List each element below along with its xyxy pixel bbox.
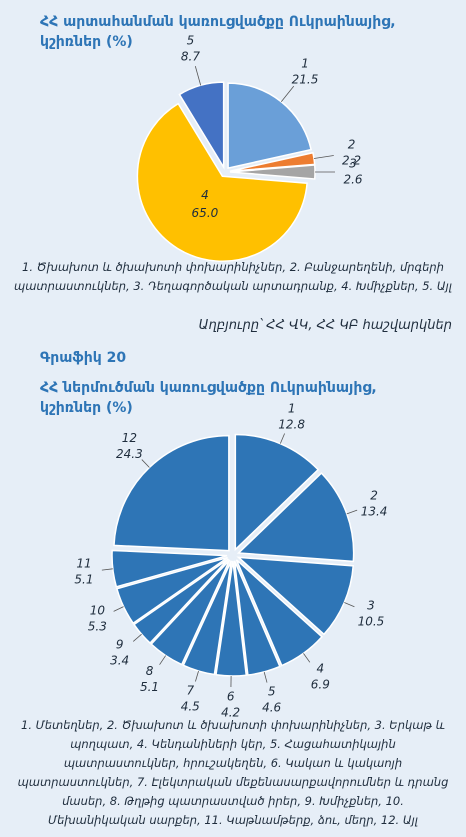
leader-line bbox=[141, 459, 150, 468]
leader-line bbox=[313, 155, 334, 159]
leader-line bbox=[279, 433, 285, 444]
pie-slice bbox=[136, 102, 308, 262]
pie-slice bbox=[236, 472, 355, 563]
slice-category: 3 bbox=[349, 157, 357, 171]
pie-slice bbox=[229, 151, 316, 172]
slice-label: 5.3 bbox=[88, 620, 107, 634]
leader-line bbox=[194, 65, 202, 86]
slice-label: 2.6 bbox=[343, 173, 362, 187]
leader-line bbox=[263, 671, 268, 683]
slice-category: 10 bbox=[90, 604, 106, 618]
slice-label: 4.6 bbox=[262, 700, 281, 714]
chart-source: Աղբյուրը՝ ՀՀ ՎԿ, ՀՀ ԿԲ հաշվարկներ bbox=[198, 318, 452, 333]
slice-label: 5.1 bbox=[74, 573, 93, 587]
slice-category: 4 bbox=[201, 188, 209, 202]
slice-label: 10.5 bbox=[358, 614, 385, 628]
slice-category: 12 bbox=[122, 431, 137, 445]
leader-line bbox=[344, 602, 355, 608]
slice-label: 8.7 bbox=[181, 49, 200, 63]
chart-title: ՀՀ արտահանման կառուցվածքը Ուկրաինայից, կ… bbox=[40, 14, 396, 50]
leader-line bbox=[195, 670, 199, 682]
leader-line bbox=[113, 606, 124, 612]
slice-label: 3.4 bbox=[110, 654, 129, 668]
slice-category: 2 bbox=[370, 489, 378, 503]
leader-line bbox=[346, 509, 358, 515]
leader-line bbox=[303, 653, 311, 663]
slice-label: 65.0 bbox=[192, 206, 219, 220]
slice-category: 5 bbox=[187, 33, 195, 47]
slice-label: 6.9 bbox=[311, 677, 330, 691]
chart-note: 1. Մետեղներ, 2. Ծխախոտ և ծխախոտի փոխարին… bbox=[17, 718, 449, 827]
slice-category: 2 bbox=[348, 137, 356, 151]
pie-slice bbox=[132, 558, 230, 645]
pie-slice bbox=[234, 433, 320, 552]
slice-category: 7 bbox=[186, 683, 194, 697]
slice-category: 6 bbox=[227, 689, 235, 703]
pie-slice bbox=[227, 82, 312, 170]
slice-category: 5 bbox=[268, 684, 276, 698]
chart-title: ՀՀ ներմուծման կառուցվածքը Ուկրաինայից, կ… bbox=[40, 380, 377, 416]
slice-category: 9 bbox=[116, 638, 124, 652]
slice-label: 13.4 bbox=[361, 505, 388, 519]
leader-line bbox=[101, 568, 113, 571]
leader-line bbox=[280, 85, 295, 103]
pie-slice bbox=[150, 559, 231, 666]
leader-line bbox=[132, 633, 142, 642]
slice-label: 4.2 bbox=[221, 705, 240, 719]
slice-category: 1 bbox=[288, 401, 296, 415]
slice-category: 4 bbox=[317, 661, 325, 675]
slice-label: 2.2 bbox=[342, 153, 361, 167]
pie-slice bbox=[215, 560, 248, 677]
chart-note: 1. Ծխախոտ և ծխախոտի փոխարինիչներ, 2. Բան… bbox=[14, 260, 452, 293]
slice-category: 11 bbox=[76, 557, 91, 571]
leader-line bbox=[159, 655, 167, 665]
slice-label: 21.5 bbox=[292, 73, 319, 87]
pie-slice bbox=[115, 556, 229, 625]
slice-category: 8 bbox=[146, 664, 154, 678]
pie-slice bbox=[235, 559, 324, 667]
slice-category: 1 bbox=[301, 57, 309, 71]
slice-category: 3 bbox=[367, 598, 375, 612]
pie-slice bbox=[178, 81, 225, 170]
slice-label: 5.1 bbox=[140, 680, 159, 694]
pie-slice bbox=[111, 549, 228, 588]
pie-slice bbox=[182, 560, 233, 676]
figure-label: Գրաֆիկ 20 bbox=[40, 350, 127, 366]
slice-label: 12.8 bbox=[278, 417, 305, 431]
pie-slice bbox=[236, 556, 355, 636]
slice-label: 4.5 bbox=[181, 699, 200, 713]
slice-label: 24.3 bbox=[116, 447, 143, 461]
